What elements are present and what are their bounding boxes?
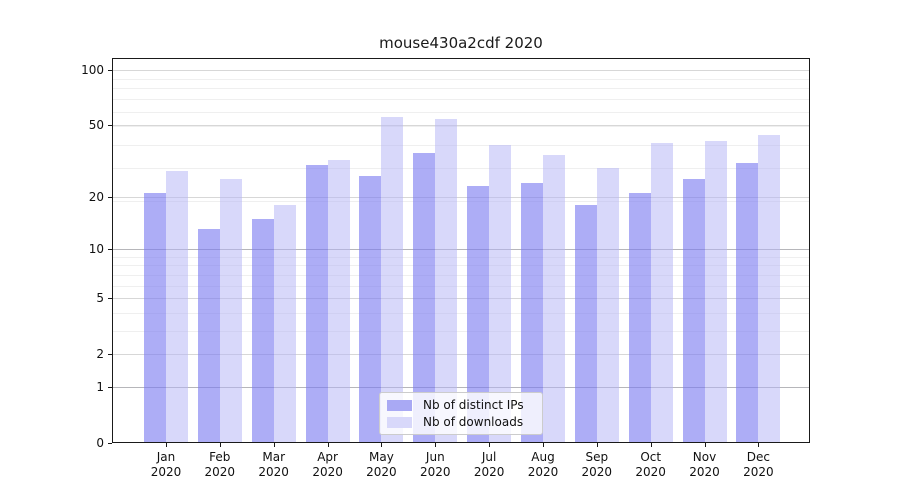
y-tick-mark bbox=[108, 443, 112, 444]
bar-downloads-aug bbox=[542, 155, 565, 443]
bar-distinct-ips-oct bbox=[628, 192, 651, 443]
legend-label-distinct-ips: Nb of distinct IPs bbox=[423, 398, 524, 412]
y-tick-mark bbox=[108, 298, 112, 299]
major-gridline bbox=[112, 386, 810, 388]
minor-gridline bbox=[112, 78, 810, 80]
minor-gridline bbox=[112, 126, 810, 128]
bar-downloads-sep bbox=[596, 167, 619, 443]
bar-downloads-feb bbox=[219, 179, 242, 443]
x-tick-label-sep: Sep 2020 bbox=[581, 450, 613, 479]
y-tick-label: 0 bbox=[96, 436, 104, 450]
minor-gridline bbox=[112, 265, 810, 267]
major-gridline bbox=[112, 298, 810, 299]
x-tick-mark bbox=[704, 443, 706, 447]
major-gridline bbox=[112, 354, 810, 356]
bar-downloads-nov bbox=[704, 140, 727, 443]
minor-gridline bbox=[112, 111, 810, 113]
bar-downloads-jun bbox=[435, 118, 458, 443]
y-tick-mark bbox=[108, 69, 112, 71]
legend-entry-downloads: Nb of downloads bbox=[387, 415, 536, 429]
x-tick-mark bbox=[327, 443, 329, 447]
minor-gridline bbox=[112, 256, 810, 258]
bar-downloads-dec bbox=[758, 134, 781, 443]
major-gridline bbox=[112, 124, 810, 126]
minor-gridline bbox=[112, 99, 810, 101]
x-tick-label-aug: Aug 2020 bbox=[527, 450, 559, 479]
bar-downloads-may bbox=[381, 117, 404, 443]
y-tick-mark bbox=[108, 248, 112, 250]
x-tick-mark bbox=[650, 443, 652, 447]
x-tick-label-may: May 2020 bbox=[366, 450, 397, 479]
bar-distinct-ips-apr bbox=[305, 165, 328, 443]
minor-gridline bbox=[112, 200, 810, 202]
chart-title: mouse430a2cdf 2020 bbox=[379, 34, 543, 52]
x-tick-mark bbox=[489, 443, 491, 447]
bar-downloads-jan bbox=[166, 170, 188, 443]
minor-gridline bbox=[112, 88, 810, 90]
major-gridline bbox=[112, 248, 810, 250]
gridline-layer bbox=[112, 58, 810, 443]
y-tick-label: 20 bbox=[88, 189, 104, 204]
y-tick-label: 1 bbox=[96, 379, 104, 394]
y-tick-label: 10 bbox=[88, 241, 104, 256]
x-tick-mark bbox=[273, 443, 275, 447]
minor-gridline bbox=[112, 144, 810, 146]
x-tick-label-jul: Jul 2020 bbox=[473, 450, 505, 479]
bar-distinct-ips-jun bbox=[413, 153, 436, 443]
bar-downloads-mar bbox=[273, 204, 296, 443]
bar-distinct-ips-may bbox=[359, 176, 382, 443]
y-tick-mark bbox=[108, 386, 112, 388]
y-tick-label: 2 bbox=[96, 347, 104, 362]
x-tick-label-mar: Mar 2020 bbox=[258, 450, 289, 479]
minor-gridline bbox=[112, 312, 810, 314]
bar-distinct-ips-jan bbox=[144, 192, 166, 443]
minor-gridline bbox=[112, 274, 810, 276]
major-gridline bbox=[112, 69, 810, 71]
major-gridline bbox=[112, 196, 810, 198]
minor-gridline bbox=[112, 285, 810, 287]
x-tick-label-nov: Nov 2020 bbox=[689, 450, 720, 479]
minor-gridline bbox=[112, 167, 810, 169]
x-tick-mark bbox=[381, 443, 383, 447]
x-tick-mark bbox=[758, 443, 760, 447]
legend-entry-distinct-ips: Nb of distinct IPs bbox=[387, 398, 536, 412]
bar-distinct-ips-dec bbox=[736, 162, 759, 443]
y-tick-label: 50 bbox=[88, 117, 104, 132]
legend-swatch-downloads bbox=[387, 416, 412, 428]
y-tick-mark bbox=[108, 124, 112, 126]
y-tick-mark bbox=[108, 196, 112, 198]
x-tick-mark bbox=[543, 443, 544, 447]
bar-distinct-ips-feb bbox=[197, 229, 220, 443]
x-tick-mark bbox=[219, 443, 221, 447]
x-tick-label-feb: Feb 2020 bbox=[204, 450, 236, 479]
x-tick-label-jan: Jan 2020 bbox=[150, 450, 182, 479]
bar-downloads-jul bbox=[489, 144, 512, 443]
bar-distinct-ips-mar bbox=[251, 218, 274, 443]
plot-area: Nb of distinct IPs Nb of downloads bbox=[112, 58, 810, 443]
x-tick-mark bbox=[596, 443, 598, 447]
bars-layer bbox=[112, 58, 810, 443]
bar-distinct-ips-nov bbox=[682, 179, 705, 443]
x-tick-label-oct: Oct 2020 bbox=[635, 450, 666, 479]
y-tick-mark bbox=[108, 354, 112, 356]
minor-gridline bbox=[112, 330, 810, 332]
y-tick-label: 100 bbox=[81, 62, 104, 77]
legend-swatch-distinct-ips bbox=[387, 399, 412, 411]
y-tick-label: 5 bbox=[96, 291, 104, 305]
bar-downloads-oct bbox=[650, 142, 673, 443]
legend-label-downloads: Nb of downloads bbox=[423, 415, 524, 429]
bar-distinct-ips-jul bbox=[467, 185, 490, 443]
x-tick-label-apr: Apr 2020 bbox=[312, 450, 343, 479]
bar-distinct-ips-aug bbox=[520, 182, 543, 443]
x-tick-mark bbox=[435, 443, 437, 447]
x-tick-mark bbox=[166, 443, 167, 447]
x-tick-label-jun: Jun 2020 bbox=[420, 450, 451, 479]
bar-downloads-apr bbox=[327, 160, 350, 443]
legend: Nb of distinct IPs Nb of downloads bbox=[379, 392, 543, 435]
x-tick-label-dec: Dec 2020 bbox=[743, 450, 774, 479]
bar-distinct-ips-sep bbox=[574, 204, 597, 443]
